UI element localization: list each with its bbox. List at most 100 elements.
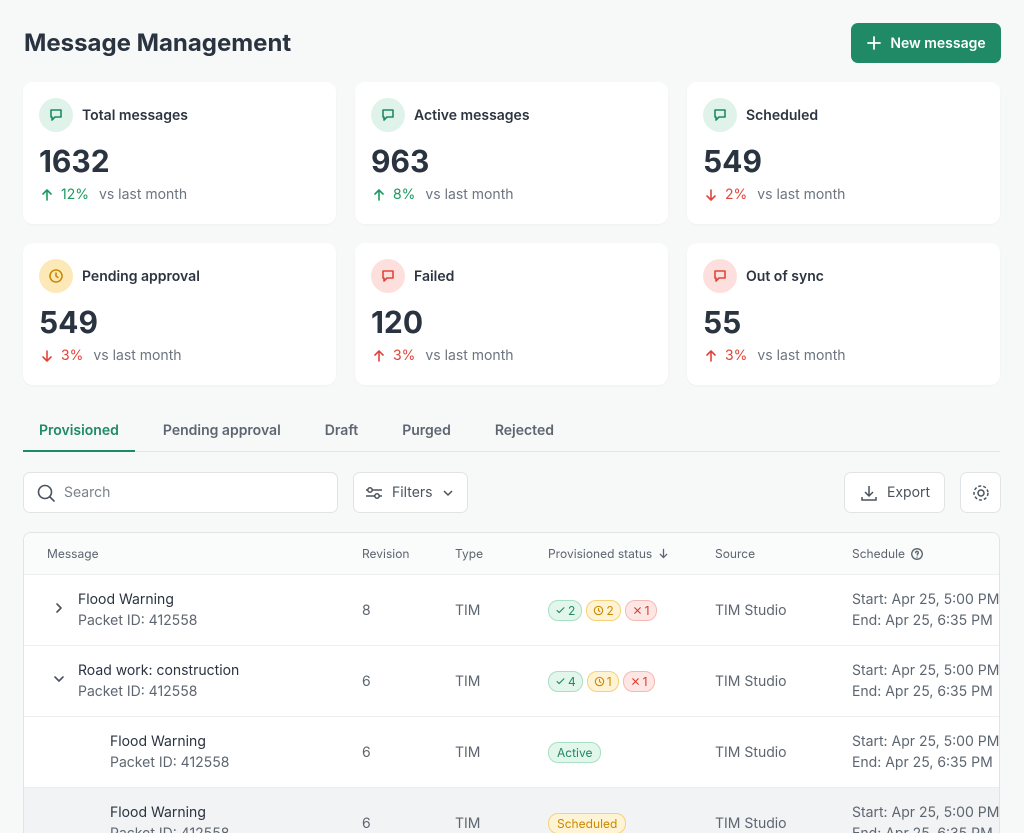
status-badges: 4 1 1: [548, 670, 715, 692]
icon-path: [659, 548, 668, 559]
card-value: 1632: [39, 144, 110, 180]
status-icon: [556, 606, 565, 613]
message-title: Flood Warning: [110, 804, 206, 821]
plus-icon: [867, 36, 882, 50]
status-icon: [594, 676, 604, 686]
tab[interactable]: Pending approval: [162, 422, 281, 439]
source: TIM Studio: [715, 672, 787, 690]
icon-path: [49, 269, 63, 283]
column-label: Type: [455, 546, 484, 561]
change-value: 3%: [725, 347, 748, 364]
search-icon: [37, 484, 55, 502]
chevron-icon: [443, 489, 453, 496]
icon-path: [42, 188, 52, 201]
card-change: 8% vs last month: [371, 186, 652, 203]
icon-path: [631, 677, 639, 685]
tab[interactable]: Purged: [402, 422, 451, 439]
status-icon: [556, 677, 565, 684]
filters-button[interactable]: Filters: [353, 472, 468, 513]
column-label: Provisioned status: [548, 546, 653, 561]
card-icon: [703, 259, 737, 293]
stat-card: Active messages 963 8% vs last month: [355, 82, 668, 224]
status-count: 1: [586, 670, 619, 692]
message-title: Road work: construction: [78, 662, 240, 679]
table-row[interactable]: Flood Warning Packet ID: 412558 6 TIM Active…: [24, 717, 999, 788]
schedule: Start: Apr 25, 5:00 PM End: Apr 25, 6:35 …: [852, 660, 1000, 702]
icon-path: [382, 270, 394, 282]
card-value: 549: [39, 305, 98, 341]
search-box[interactable]: Search: [23, 472, 338, 513]
icon-path: [706, 188, 716, 201]
card-icon: [703, 98, 737, 132]
schedule-end: End: Apr 25, 6:35 PM: [852, 823, 999, 833]
settings-button[interactable]: [960, 472, 1001, 513]
status-badge: Active: [548, 741, 602, 763]
icon-path: [50, 109, 62, 121]
icon-path: [706, 349, 716, 362]
message-cell: Flood Warning Packet ID: 412558: [47, 589, 362, 631]
count: 1: [642, 673, 648, 689]
export-icon: [861, 485, 877, 501]
column-label: Source: [715, 546, 756, 561]
table-row[interactable]: Flood Warning Packet ID: 412558 8 TIM 2 2 1 TIM…: [24, 575, 999, 646]
icon-path: [714, 109, 726, 121]
message-text: Flood Warning Packet ID: 412558: [110, 731, 229, 773]
expand-toggle[interactable]: [47, 671, 78, 691]
status-badges: 2 2 1: [548, 599, 715, 621]
card-value: 55: [703, 305, 742, 341]
column-header: Schedule: [852, 546, 999, 561]
schedule-start: Start: Apr 25, 5:00 PM: [852, 662, 1000, 679]
revision: 6: [362, 672, 371, 690]
table-row[interactable]: Road work: construction Packet ID: 412558…: [24, 646, 1000, 717]
message-title: Flood Warning: [110, 733, 206, 750]
status-count: 1: [624, 599, 657, 621]
card-header: Pending approval: [39, 259, 320, 293]
icon-path: [594, 676, 604, 686]
status-icon: [594, 605, 604, 615]
status-badges: Scheduled: [548, 812, 715, 833]
message-cell: Flood Warning Packet ID: 412558: [47, 731, 362, 773]
change-value: 12%: [61, 186, 89, 203]
card-value: 120: [371, 305, 424, 341]
card-label: Out of sync: [746, 267, 824, 285]
packet-id: Packet ID: 412558: [110, 754, 230, 771]
tab[interactable]: Provisioned: [23, 412, 135, 452]
chevron: [54, 676, 64, 682]
source: TIM Studio: [715, 814, 787, 832]
trend-arrow: [374, 349, 384, 362]
stat-card: Total messages 1632 12% vs last month: [23, 82, 336, 224]
packet-id: Packet ID: 412558: [78, 683, 198, 700]
icon-path: [42, 349, 52, 362]
count: 1: [644, 602, 650, 618]
trend-arrow: [706, 188, 716, 201]
icon-path: [633, 606, 641, 614]
status-count: 4: [548, 670, 583, 692]
new-message-button[interactable]: New message: [851, 23, 1001, 63]
column-label: Message: [47, 546, 99, 561]
stat-card: Failed 120 3% vs last month: [355, 243, 668, 385]
button-label: New message: [890, 34, 986, 52]
icon-path: [56, 603, 62, 613]
export-button[interactable]: Export: [844, 472, 945, 513]
revision: 6: [362, 743, 371, 761]
expand-toggle[interactable]: [47, 600, 78, 620]
count: 2: [568, 602, 576, 618]
table-row[interactable]: Flood Warning Packet ID: 412558 6 TIM Schedu…: [24, 788, 999, 833]
stat-card: Out of sync 55 3% vs last month: [687, 243, 1000, 385]
icon-path: [54, 676, 64, 682]
packet-id: Packet ID: 412558: [110, 823, 229, 833]
source: TIM Studio: [715, 743, 787, 761]
icon-path: [714, 270, 726, 282]
count: 4: [568, 673, 576, 689]
card-change: 3% vs last month: [703, 347, 984, 364]
change-value: 3%: [61, 347, 84, 364]
status-icon: [633, 606, 641, 614]
export-label: Export: [887, 484, 931, 501]
compare-text: vs last month: [93, 347, 182, 364]
revision: 8: [362, 601, 371, 619]
tab[interactable]: Rejected: [494, 422, 554, 439]
trend-arrow: [374, 188, 384, 201]
tab[interactable]: Draft: [324, 422, 359, 439]
icon-path: [374, 188, 384, 201]
